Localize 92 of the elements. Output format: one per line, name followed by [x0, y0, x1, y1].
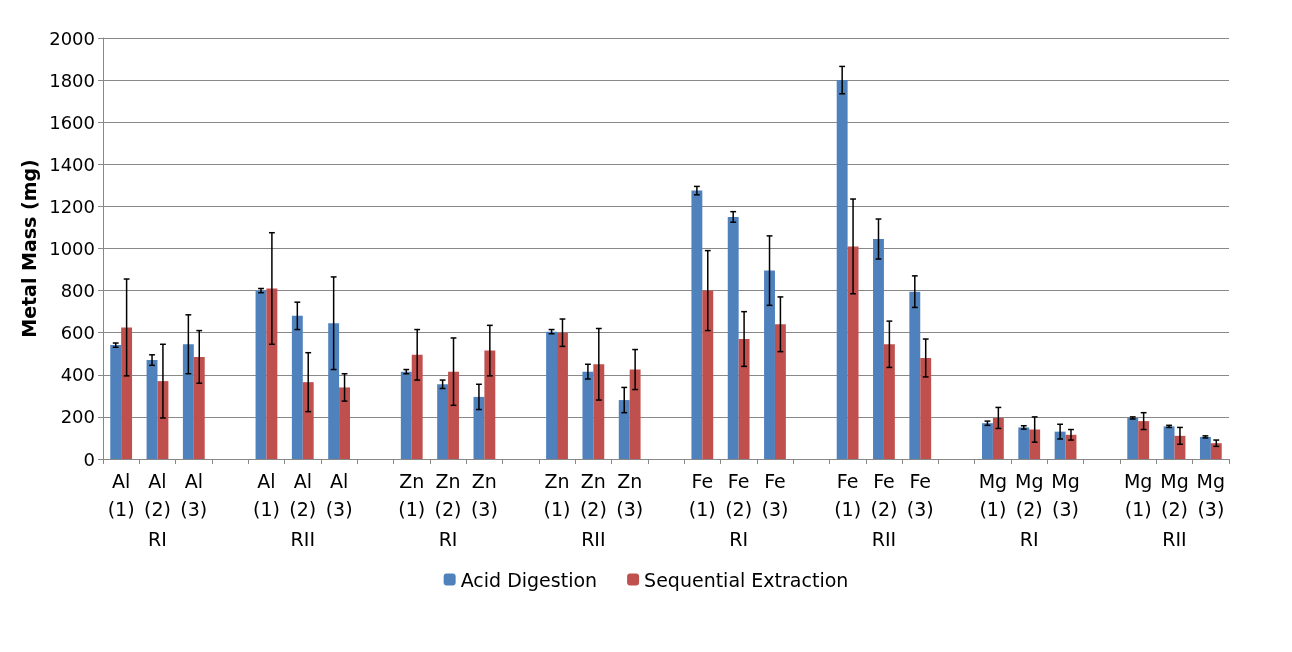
x-tick-label: Fe (3)	[761, 470, 789, 520]
y-tick-label: 1000	[49, 238, 95, 259]
bar	[618, 400, 630, 459]
y-tick-label: 1800	[49, 69, 95, 91]
text: RI	[1019, 527, 1039, 550]
bar	[1210, 443, 1222, 459]
bar	[836, 80, 848, 459]
text: RII	[290, 527, 315, 550]
x-tick-label: Mg (2)	[1160, 470, 1189, 520]
x-tick-label: Mg (3)	[1051, 470, 1080, 520]
bar	[1029, 429, 1041, 459]
y-tick-label: 1600	[49, 111, 95, 133]
x-tick-label: Zn (3)	[470, 470, 498, 520]
bar	[437, 384, 449, 459]
bar	[328, 323, 340, 459]
y-tick-label: 800	[60, 280, 95, 302]
x-tick-label: Mg (2)	[1014, 470, 1044, 520]
text: RII	[1162, 527, 1187, 550]
y-tick-label: 200	[60, 406, 95, 428]
bar	[266, 288, 278, 459]
x-tick-label: Zn (1)	[398, 470, 426, 520]
x-tick-label: Zn (3)	[616, 470, 644, 520]
bar	[873, 239, 884, 459]
bar	[982, 423, 993, 459]
x-tick-label: Mg (1)	[1123, 470, 1153, 520]
bar	[473, 396, 485, 459]
y-tick-label: 600	[60, 322, 95, 344]
bar	[1199, 436, 1211, 459]
y-tick-label: 400	[60, 364, 95, 386]
bar	[448, 371, 459, 459]
x-tick-label: Fe (1)	[834, 470, 862, 520]
x-tick-label: Al (3)	[180, 470, 208, 520]
bar	[593, 364, 605, 459]
bar	[302, 382, 314, 459]
bar	[1138, 421, 1150, 459]
bar	[909, 291, 921, 459]
bar	[193, 356, 205, 459]
x-tick-label: Zn (2)	[579, 470, 607, 520]
x-tick-label: Fe (2)	[725, 470, 753, 520]
bar	[1127, 417, 1139, 459]
bar	[484, 350, 496, 459]
y-tick-label: 2000	[49, 27, 95, 49]
bar	[121, 327, 133, 459]
bar	[157, 381, 169, 459]
y-tick-label: 1400	[49, 153, 95, 175]
bar	[629, 369, 641, 459]
x-tick-label: Al (3)	[325, 470, 353, 520]
bar	[110, 345, 122, 459]
bar	[400, 371, 412, 459]
bar	[992, 417, 1004, 459]
x-tick-label: Zn (1)	[543, 470, 571, 520]
text: RII	[581, 527, 606, 550]
legend-label: Sequential Extraction	[644, 568, 849, 591]
bar	[764, 270, 775, 459]
bar	[182, 344, 194, 459]
text: RII	[871, 527, 897, 550]
x-tick-label: Mg (3)	[1196, 470, 1226, 520]
x-tick-label: Fe (3)	[906, 470, 934, 520]
bar	[291, 315, 303, 459]
x-tick-label: Zn (2)	[434, 470, 462, 520]
bar	[557, 332, 568, 459]
x-tick-label: Mg (1)	[978, 470, 1008, 520]
x-tick-label: Al (2)	[289, 470, 317, 520]
text: RI	[729, 527, 749, 550]
legend-label: Acid Digestion	[460, 568, 598, 591]
bar	[339, 387, 350, 459]
bar	[774, 324, 786, 459]
bar	[691, 190, 703, 459]
bar	[920, 357, 932, 459]
bar	[727, 216, 739, 459]
y-tick-label: 0	[83, 448, 95, 470]
text: RI	[438, 527, 458, 550]
bar	[546, 331, 558, 459]
bar	[1054, 431, 1066, 459]
bar	[582, 371, 594, 459]
y-tick-label: 1200	[49, 195, 95, 217]
bar	[1163, 426, 1175, 459]
x-tick-label: Al (2)	[144, 470, 171, 520]
bar	[411, 354, 423, 459]
bar	[738, 339, 750, 459]
text: RI	[148, 527, 167, 550]
x-tick-label: Al (1)	[107, 470, 135, 520]
bar	[255, 290, 267, 459]
x-tick-label: Fe (2)	[870, 470, 898, 520]
bar	[702, 290, 714, 459]
x-tick-label: Al (1)	[252, 470, 280, 520]
bar	[847, 246, 859, 459]
y-axis-title: Metal Mass (mg)	[17, 159, 40, 338]
bar	[883, 344, 895, 459]
bar	[1018, 427, 1030, 459]
bar	[146, 360, 158, 459]
x-tick-label: Fe (1)	[688, 470, 716, 520]
